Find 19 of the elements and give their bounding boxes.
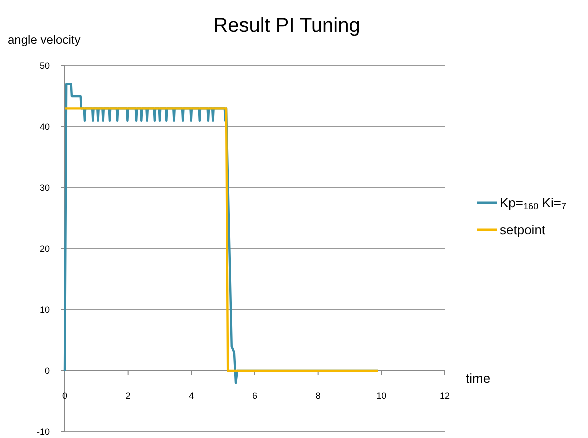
x-tick-label: 2: [126, 391, 131, 401]
y-tick-label: 40: [40, 122, 50, 132]
y-tick-label: 20: [40, 244, 50, 254]
y-tick-label: 10: [40, 305, 50, 316]
y-tick-label: 30: [40, 183, 50, 194]
x-tick-label: 12: [440, 391, 450, 401]
legend-label: setpoint: [500, 222, 546, 238]
y-tick-label: 50: [40, 61, 50, 72]
x-tick-label: 10: [376, 391, 387, 401]
x-axis-title: time: [466, 371, 491, 386]
x-tick-label: 0: [62, 391, 68, 401]
chart-title: Result PI Tuning: [214, 15, 360, 37]
x-tick-label: 8: [316, 391, 321, 401]
y-tick-label: -10: [36, 427, 50, 438]
x-tick-label: 6: [252, 391, 258, 401]
legend-label: Kp=$_{160}$ Ki=$_{7}$: [500, 196, 567, 212]
y-axis-title: angle velocity: [8, 33, 81, 47]
x-tick-label: 4: [189, 391, 194, 401]
y-tick-label: 0: [44, 366, 50, 376]
